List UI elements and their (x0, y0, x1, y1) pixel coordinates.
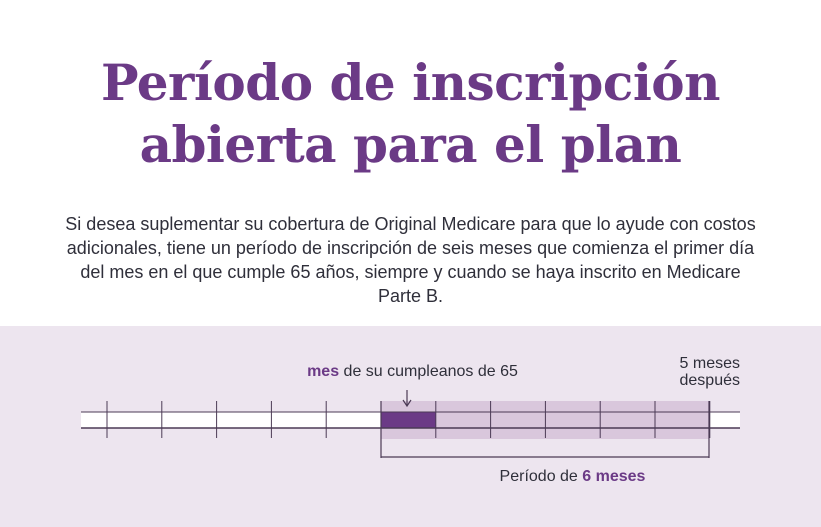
timeline-band-after (709, 412, 740, 428)
birthday-month-label: mes de su cumpleanos de 65 (250, 363, 575, 381)
birthday-month-label-rest: de su cumpleanos de 65 (339, 363, 518, 380)
birthday-arrow-head (402, 399, 412, 408)
birthday-month-label-bold: mes (307, 363, 340, 380)
title-line-2: abierta para el plan (139, 115, 682, 174)
description-paragraph: Si desea suplementar su cobertura de Ori… (65, 214, 756, 306)
birthday-month-bar (381, 412, 436, 428)
period-label: Período de 6 meses (380, 468, 765, 486)
five-months-after-line-2: después (679, 372, 741, 389)
title-line-1: Período de inscripción (100, 53, 721, 112)
five-months-after-line-1: 5 meses (679, 355, 740, 372)
timeline-band-before (81, 412, 381, 428)
period-label-bold: 6 meses (582, 468, 646, 485)
five-months-after-label: 5 meses después (640, 355, 741, 389)
page-title: Período de inscripción abierta para el p… (0, 52, 821, 176)
period-label-prefix: Período de (499, 468, 583, 485)
